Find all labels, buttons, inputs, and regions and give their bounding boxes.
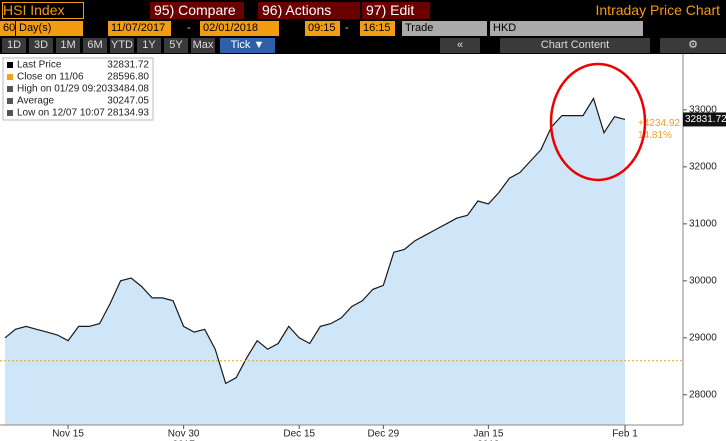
x-tick-label: Nov 15 <box>52 429 84 440</box>
y-tick-label: 28000 <box>689 389 717 400</box>
range-button[interactable]: 6M <box>83 38 107 53</box>
x-tick-label: Dec 15 <box>283 429 315 440</box>
last-price-box <box>683 112 726 127</box>
currency[interactable]: HKD <box>490 21 643 36</box>
range-button[interactable]: 1D <box>2 38 26 53</box>
highlight-circle <box>549 62 647 182</box>
start-time[interactable]: 09:15 <box>305 21 340 36</box>
y-tick-label: 30000 <box>689 275 717 286</box>
chart-content-button[interactable]: Chart Content <box>500 38 650 53</box>
end-date[interactable]: 02/01/2018 <box>200 21 279 36</box>
edit-button[interactable]: 97) Edit <box>362 2 430 19</box>
compare-button[interactable]: 95) Compare <box>150 2 244 19</box>
legend-swatch <box>7 110 13 116</box>
security[interactable]: HSI Index <box>2 2 84 19</box>
settings-button[interactable]: ⚙ <box>660 38 726 53</box>
legend-swatch <box>7 74 13 80</box>
legend-label: High on 01/29 09:20 <box>17 84 108 95</box>
y-tick-label: 32000 <box>689 161 717 172</box>
legend-swatch <box>7 86 13 92</box>
unit[interactable]: Day(s) <box>16 21 83 36</box>
legend-value: 32831.72 <box>107 60 149 71</box>
range-button[interactable]: Max <box>191 38 215 53</box>
y-tick-label: 31000 <box>689 218 717 229</box>
price-line <box>4 97 626 385</box>
legend-value: 30247.05 <box>107 96 149 107</box>
price-area <box>5 98 625 425</box>
legend-label: Average <box>17 96 55 107</box>
year-label: 2017 <box>173 440 196 441</box>
tick-button[interactable]: Tick ▼ <box>220 38 275 53</box>
x-tick-label: Nov 30 <box>168 429 200 440</box>
legend-label: Close on 11/06 <box>17 72 84 83</box>
separator: - <box>187 22 191 34</box>
legend-label: Low on 12/07 10:07 <box>17 108 105 119</box>
start-date[interactable]: 11/07/2017 <box>108 21 171 36</box>
legend-label: Last Price <box>17 60 62 71</box>
x-tick-label: Feb 1 <box>612 429 638 440</box>
range-button[interactable]: 3D <box>29 38 53 53</box>
y-tick-label: 29000 <box>689 332 717 343</box>
period[interactable]: 60 <box>0 21 15 36</box>
x-tick-label: Dec 29 <box>367 429 399 440</box>
end-time[interactable]: 16:15 <box>360 21 395 36</box>
change-label: +4234.92 <box>638 118 680 129</box>
separator: - <box>345 22 349 34</box>
legend-value: 28134.93 <box>107 108 149 119</box>
page-title: Intraday Price Chart <box>595 2 721 18</box>
legend-value: 33484.08 <box>107 84 149 95</box>
chart: 28000 29000 30000 31000 32000 33000 Nov 15 Nov … <box>0 54 726 441</box>
field[interactable]: Trade <box>402 21 487 36</box>
collapse-button[interactable]: « <box>440 38 480 53</box>
x-tick-label: Jan 15 <box>473 429 503 440</box>
legend-value: 28596.80 <box>107 72 149 83</box>
last-price-label: 32831.72 <box>685 114 726 125</box>
change-pct-label: 14.81% <box>638 130 672 141</box>
legend-swatch <box>7 62 13 68</box>
range-button[interactable]: 1Y <box>137 38 161 53</box>
legend-box <box>2 57 154 121</box>
range-button[interactable]: 1M <box>56 38 80 53</box>
range-button[interactable]: 5Y <box>164 38 188 53</box>
range-button[interactable]: YTD <box>110 38 134 53</box>
y-tick-label: 33000 <box>689 104 717 115</box>
year-label: 2018 <box>477 440 500 441</box>
legend: Last Price 32831.72 Close on 11/06 28596.80… <box>2 57 154 121</box>
actions-button[interactable]: 96) Actions <box>258 2 360 19</box>
legend-swatch <box>7 98 13 104</box>
